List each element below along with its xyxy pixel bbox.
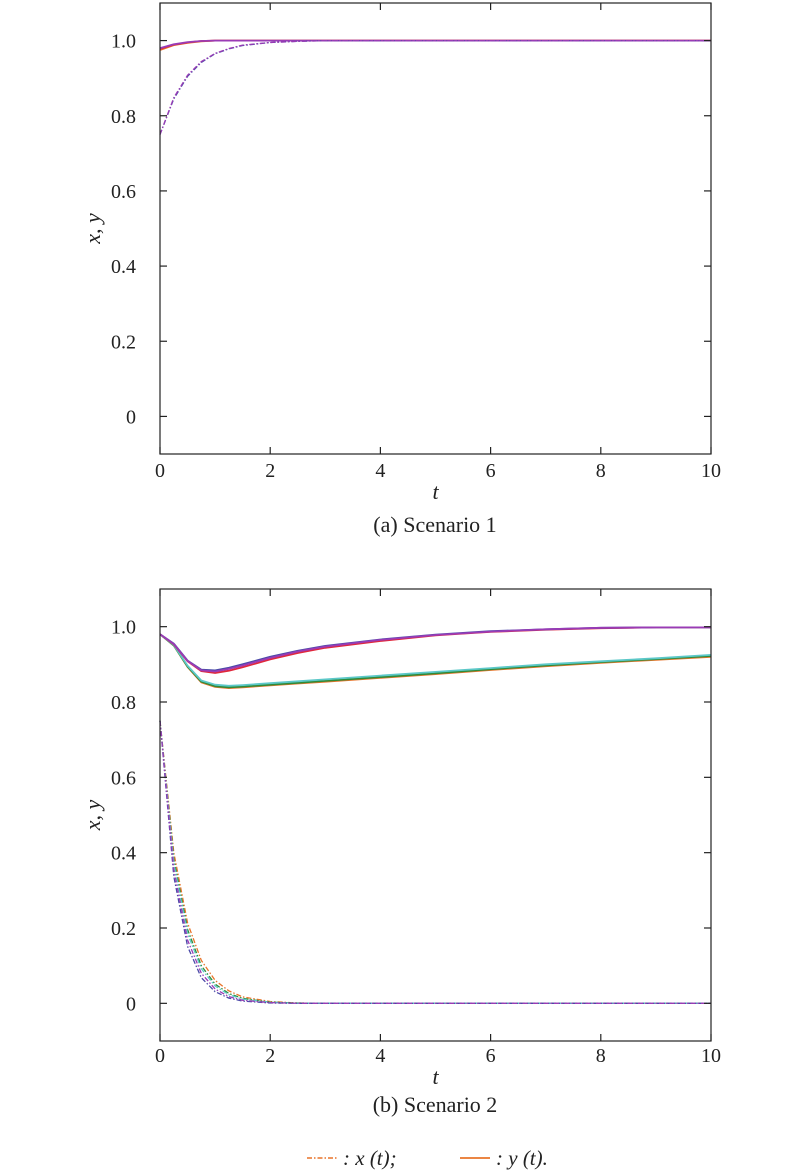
- x-tick-label: 8: [596, 1045, 606, 1067]
- y-tick-label: 1.0: [111, 617, 136, 639]
- series-line-dashdot-9: [159, 720, 711, 1004]
- axes-frame: [159, 2, 712, 455]
- series-group: [159, 39, 711, 135]
- chart-caption: (a) Scenario 1: [373, 512, 496, 537]
- x-tick-label: 4: [375, 1045, 385, 1067]
- x-tick-label: 6: [486, 1045, 496, 1067]
- y-tick-label: 0.4: [111, 843, 136, 865]
- y-tick-label: 1.0: [111, 31, 136, 53]
- series-line-solid-6: [159, 626, 711, 673]
- series-line-solid-2: [159, 633, 712, 689]
- legend-y-label: : y (t).: [496, 1146, 548, 1170]
- axes-frame: [159, 588, 712, 1042]
- y-tick-label: 0.8: [111, 692, 136, 714]
- x-tick-label: 6: [486, 460, 496, 482]
- y-tick-label: 0.8: [111, 106, 136, 128]
- y-tick-label: 0.4: [111, 256, 136, 278]
- x-tick-label: 0: [155, 1045, 165, 1067]
- chart-panel-a: 0 2 4 6 8 10 0 0.2 0.4 0.6 0.8 1.0 t x, y (a) Scenario…: [80, 2, 721, 537]
- series-line-dashdot-10: [159, 720, 711, 1004]
- x-tick-label: 10: [701, 460, 721, 482]
- series-line-dashdot-5: [159, 39, 711, 135]
- series-line-dashdot-11: [159, 720, 711, 1004]
- x-tick-label: 2: [265, 1045, 275, 1067]
- y-tick-label: 0: [126, 993, 136, 1015]
- series-group: [159, 626, 712, 1004]
- legend-x-label: : x (t);: [343, 1146, 397, 1170]
- series-line-solid-5: [159, 626, 711, 672]
- x-tick-label: 10: [701, 1045, 721, 1067]
- x-tick-label: 4: [375, 460, 385, 482]
- chart-caption: (b) Scenario 2: [373, 1092, 498, 1117]
- series-line-solid-3: [159, 39, 711, 49]
- series-line-solid-3: [159, 633, 712, 687]
- y-axis-label: x, y: [80, 213, 105, 245]
- x-axis-label: t: [432, 479, 439, 504]
- y-tick-label: 0.6: [111, 181, 136, 203]
- y-tick-label: 0.2: [111, 918, 136, 940]
- y-tick-label: 0.2: [111, 331, 136, 353]
- x-axis-label: t: [432, 1064, 439, 1089]
- series-line-dashdot-7: [159, 720, 711, 1004]
- x-tick-label: 2: [265, 460, 275, 482]
- y-axis-label: x, y: [80, 800, 105, 832]
- x-tick-label: 0: [155, 460, 165, 482]
- y-tick-label: 0.6: [111, 767, 136, 789]
- legend: : x (t); : y (t).: [307, 1146, 548, 1170]
- series-line-dashdot-4: [159, 39, 711, 135]
- x-tick-label: 8: [596, 460, 606, 482]
- y-tick-label: 0: [126, 406, 136, 428]
- chart-panel-b: 0 2 4 6 8 10 0 0.2 0.4 0.6 0.8 1.0 t x, y (b) Scenario…: [80, 588, 721, 1117]
- series-line-dashdot-8: [159, 720, 711, 1004]
